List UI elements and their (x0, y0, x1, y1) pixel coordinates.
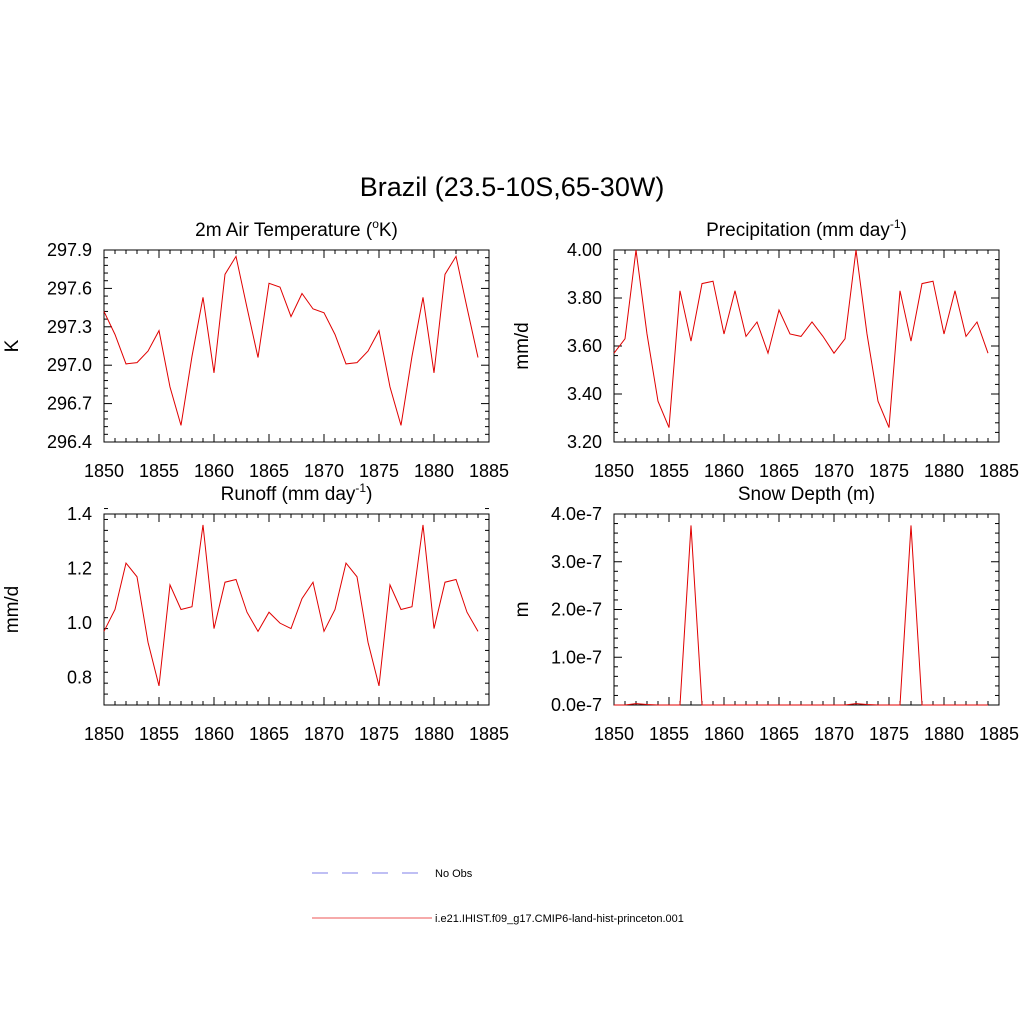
series-line (613, 249, 989, 428)
x-tick-label: 1850 (84, 461, 124, 481)
y-axis-label: mm/d (2, 586, 23, 634)
x-tick-label: 1865 (249, 724, 289, 744)
y-tick-label: 296.4 (47, 432, 92, 452)
x-tick-label: 1870 (814, 724, 854, 744)
y-tick-label: 3.60 (567, 336, 602, 356)
x-tick-label: 1850 (84, 724, 124, 744)
x-tick-label: 1865 (759, 461, 799, 481)
y-tick-label: 3.40 (567, 384, 602, 404)
y-axis-label: mm/d (512, 322, 533, 370)
plot-frame (613, 249, 1000, 443)
x-tick-label: 1860 (194, 724, 234, 744)
panel-snow-depth: Snow Depth (m) m 1850 1855 1860 1865 1870 1875 1… (512, 484, 1019, 744)
x-tick-label: 1880 (414, 461, 454, 481)
series-line (103, 524, 479, 687)
x-tick-label: 1850 (594, 461, 634, 481)
x-tick-label: 1875 (359, 461, 399, 481)
y-tick-label: 297.3 (47, 317, 92, 337)
series-line (614, 525, 988, 706)
y-tick-label: 0.0e-7 (551, 695, 602, 715)
x-tick-label: 1870 (304, 724, 344, 744)
x-tick-label: 1880 (924, 461, 964, 481)
series-line (103, 255, 479, 426)
x-tick-label: 1885 (979, 461, 1019, 481)
x-tick-label: 1885 (469, 724, 509, 744)
y-tick-label: 1.0 (67, 613, 92, 633)
panel-title-text-end: ) (366, 484, 372, 505)
x-tick-label: 1860 (704, 461, 744, 481)
panel-runoff: Runoff (mm day-1) mm/d 1850 1855 1860 1865 187… (2, 481, 509, 744)
panel-title-text: Precipitation (mm day (706, 220, 890, 241)
x-tick-label: 1875 (869, 724, 909, 744)
y-axis-label: m (512, 602, 533, 618)
y-tick-label: 3.0e-7 (551, 552, 602, 572)
x-tick-label: 1865 (759, 724, 799, 744)
y-tick-label: 297.9 (47, 240, 92, 260)
y-tick-label: 297.0 (47, 355, 92, 375)
panel-title: 2m Air Temperature (oK) (195, 217, 398, 241)
x-tick-label: 1875 (359, 724, 399, 744)
chart-panels: 2m Air Temperature (oK) K 1850 1855 1860 1865… (2, 217, 1019, 744)
y-tick-label: 4.00 (567, 240, 602, 260)
x-tick-label: 1855 (139, 724, 179, 744)
panel-title-text-end: K) (379, 220, 398, 241)
panel-title-superscript: o (372, 217, 379, 231)
plot-frame (103, 249, 490, 443)
figure-title: Brazil (23.5-10S,65-30W) (360, 172, 665, 202)
y-axis-label: K (2, 339, 23, 352)
x-tick-label: 1870 (814, 461, 854, 481)
x-tick-label: 1865 (249, 461, 289, 481)
x-tick-label: 1860 (194, 461, 234, 481)
y-tick-label: 0.8 (67, 668, 92, 688)
y-tick-label: 3.80 (567, 288, 602, 308)
y-tick-label: 297.6 (47, 278, 92, 298)
panel-title: Snow Depth (m) (738, 484, 875, 505)
x-tick-label: 1880 (924, 724, 964, 744)
y-tick-label: 4.0e-7 (551, 504, 602, 524)
y-tick-label: 3.20 (567, 432, 602, 452)
plot-frame (613, 513, 1000, 706)
panel-precipitation: Precipitation (mm day-1) mm/d 1850 1855 1860… (512, 217, 1019, 481)
panel-title-text: Snow Depth (m) (738, 484, 875, 505)
panel-title-superscript: -1 (890, 217, 901, 231)
x-tick-label: 1855 (649, 461, 689, 481)
x-tick-label: 1885 (469, 461, 509, 481)
panel-title-text: 2m Air Temperature ( (195, 220, 373, 241)
panel-title-text-end: ) (901, 220, 907, 241)
x-tick-label: 1860 (704, 724, 744, 744)
panel-title-superscript: -1 (355, 481, 366, 495)
panel-temperature: 2m Air Temperature (oK) K 1850 1855 1860 1865… (2, 217, 509, 481)
legend-label-no-obs: No Obs (435, 868, 473, 880)
panel-title: Precipitation (mm day-1) (706, 217, 907, 241)
y-tick-label: 2.0e-7 (551, 600, 602, 620)
x-tick-label: 1850 (594, 724, 634, 744)
x-tick-label: 1855 (649, 724, 689, 744)
x-tick-label: 1875 (869, 461, 909, 481)
x-tick-label: 1870 (304, 461, 344, 481)
y-tick-label: 1.2 (67, 559, 92, 579)
plot-frame (103, 513, 490, 706)
y-tick-label: 1.0e-7 (551, 647, 602, 667)
panel-title-text: Runoff (mm day (221, 484, 356, 505)
panel-title: Runoff (mm day-1) (221, 481, 373, 505)
x-tick-label: 1855 (139, 461, 179, 481)
legend-label-model-run: i.e21.IHIST.f09_g17.CMIP6-land-hist-prin… (435, 913, 684, 925)
x-tick-label: 1880 (414, 724, 454, 744)
y-tick-label: 1.4 (67, 504, 92, 524)
legend: No Obs i.e21.IHIST.f09_g17.CMIP6-land-hi… (312, 868, 684, 925)
y-tick-label: 296.7 (47, 394, 92, 414)
x-tick-label: 1885 (979, 724, 1019, 744)
